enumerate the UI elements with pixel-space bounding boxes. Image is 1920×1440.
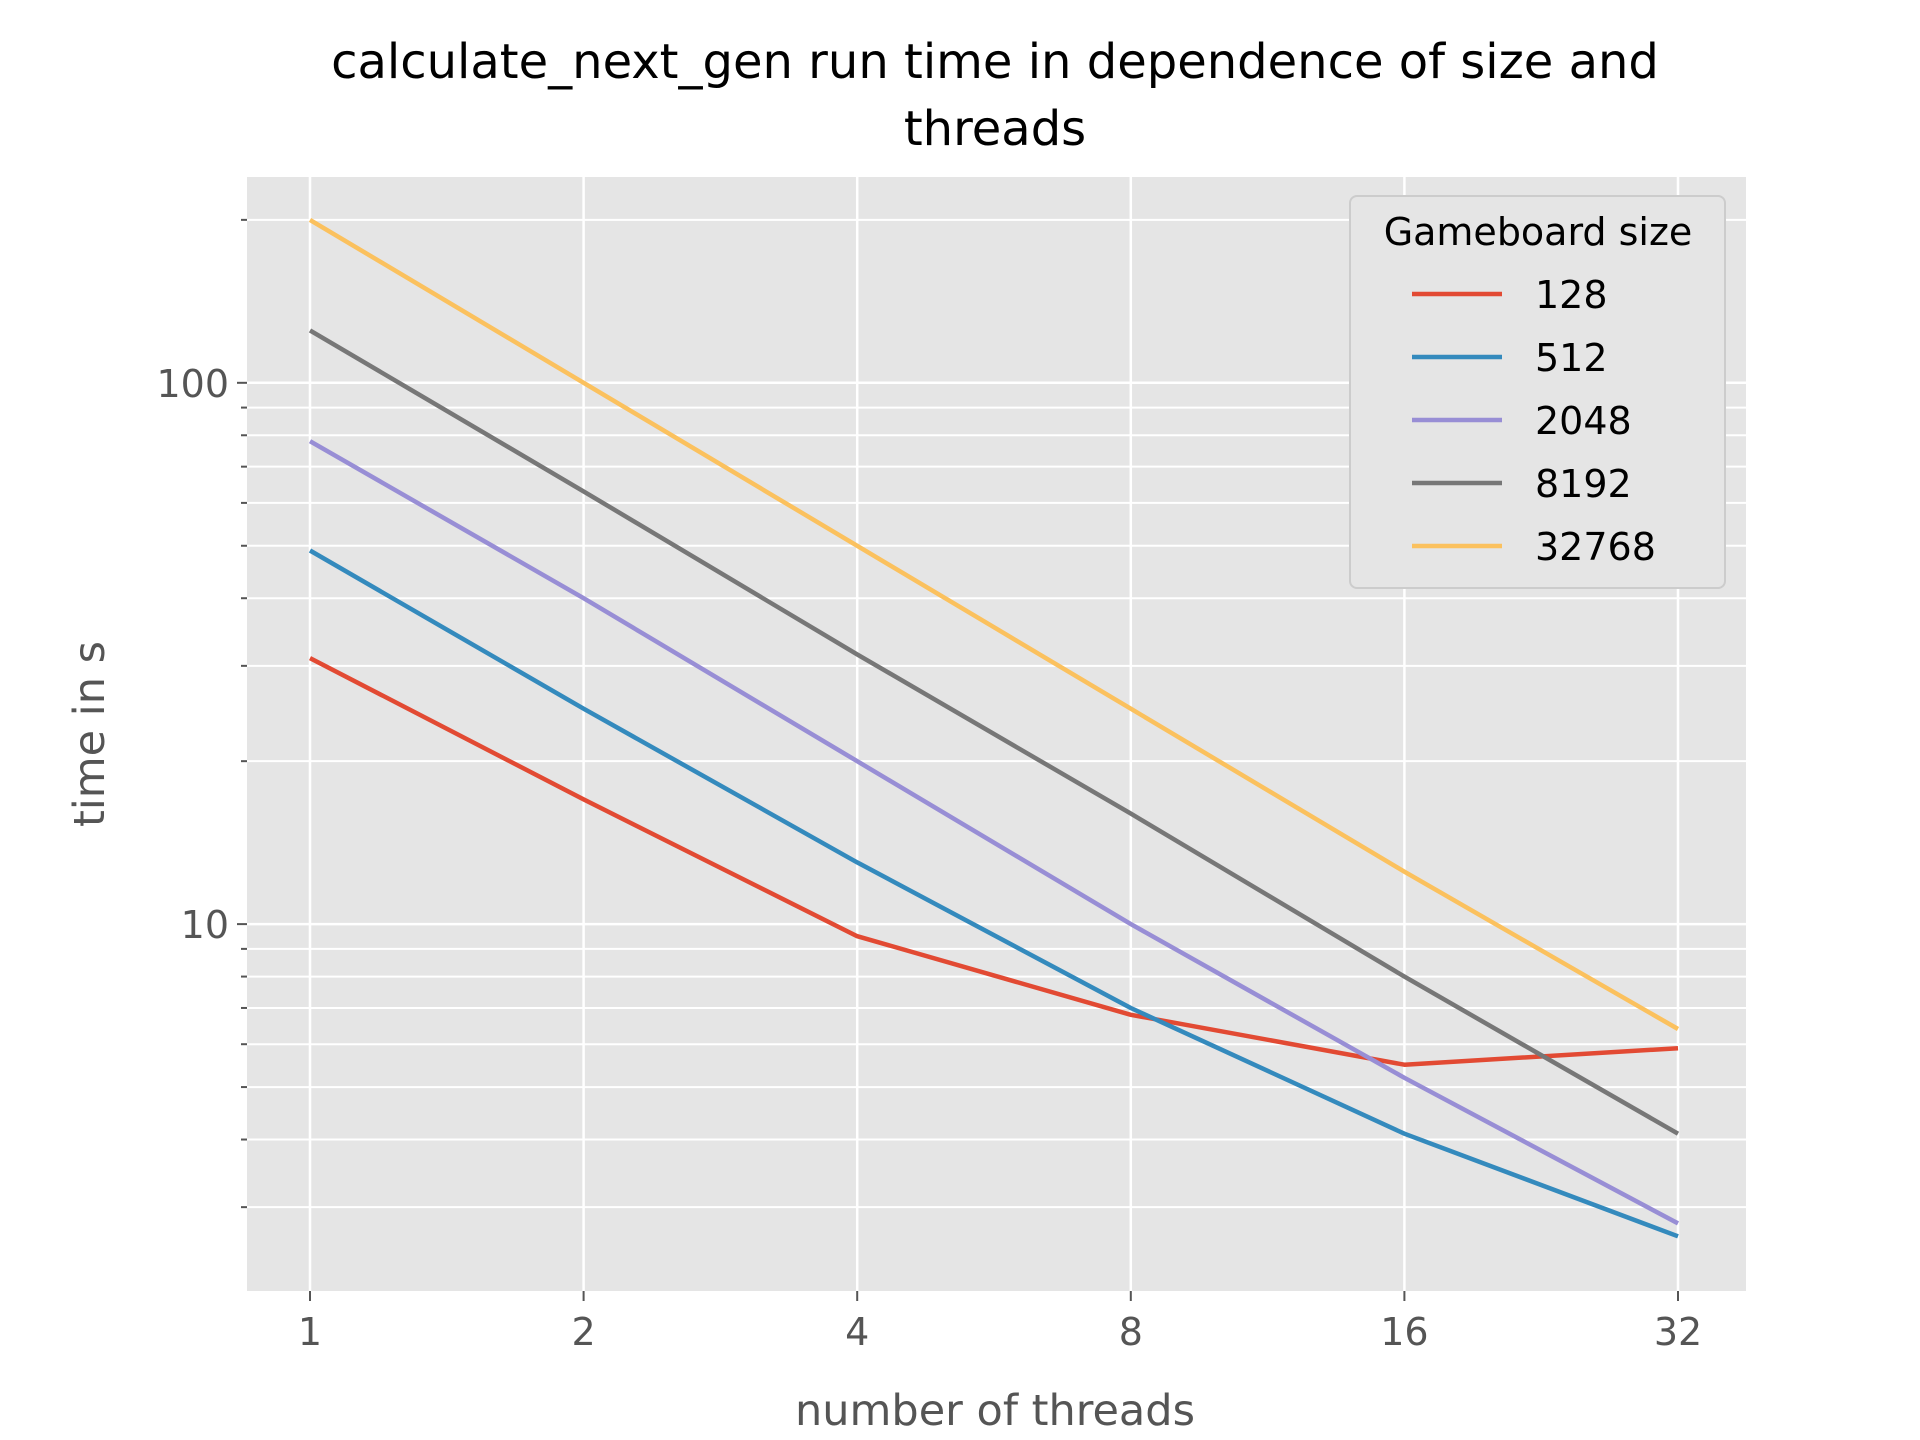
- legend: Gameboard size 128 512 2048 8192 32768: [1349, 195, 1726, 589]
- x-axis-ticks: 1 2 4 8 16 32: [298, 1291, 1702, 1354]
- series-line-512: [308, 548, 1679, 1239]
- x-axis-label: number of threads: [795, 1386, 1195, 1436]
- legend-title: Gameboard size: [1384, 210, 1693, 254]
- x-tick-label: 32: [1654, 1310, 1702, 1354]
- y-tick-label: 100: [156, 362, 229, 406]
- x-tick-label: 4: [845, 1310, 869, 1354]
- legend-label-512: 512: [1535, 336, 1608, 380]
- series-line-32768: [308, 217, 1680, 1031]
- y-axis-ticks: 10 100: [156, 218, 247, 1209]
- series-lines: [308, 217, 1680, 1239]
- chart-title-line-1: calculate_next_gen run time in dependenc…: [331, 34, 1659, 90]
- x-tick-label: 8: [1119, 1310, 1143, 1354]
- legend-label-32768: 32768: [1535, 525, 1656, 569]
- legend-items: 128 512 2048 8192 32768: [1412, 273, 1656, 569]
- x-tick-label: 1: [298, 1310, 322, 1354]
- series-line-128: [308, 656, 1679, 1067]
- y-axis-label: time in s: [65, 641, 115, 827]
- legend-label-2048: 2048: [1535, 399, 1632, 443]
- legend-label-128: 128: [1535, 273, 1608, 317]
- x-tick-label: 16: [1380, 1310, 1428, 1354]
- x-tick-label: 2: [572, 1310, 596, 1354]
- series-line-8192: [308, 328, 1680, 1136]
- chart-title-line-2: threads: [904, 101, 1086, 157]
- y-tick-label: 10: [181, 903, 229, 947]
- legend-label-8192: 8192: [1535, 462, 1632, 506]
- series-line-2048: [308, 439, 1680, 1226]
